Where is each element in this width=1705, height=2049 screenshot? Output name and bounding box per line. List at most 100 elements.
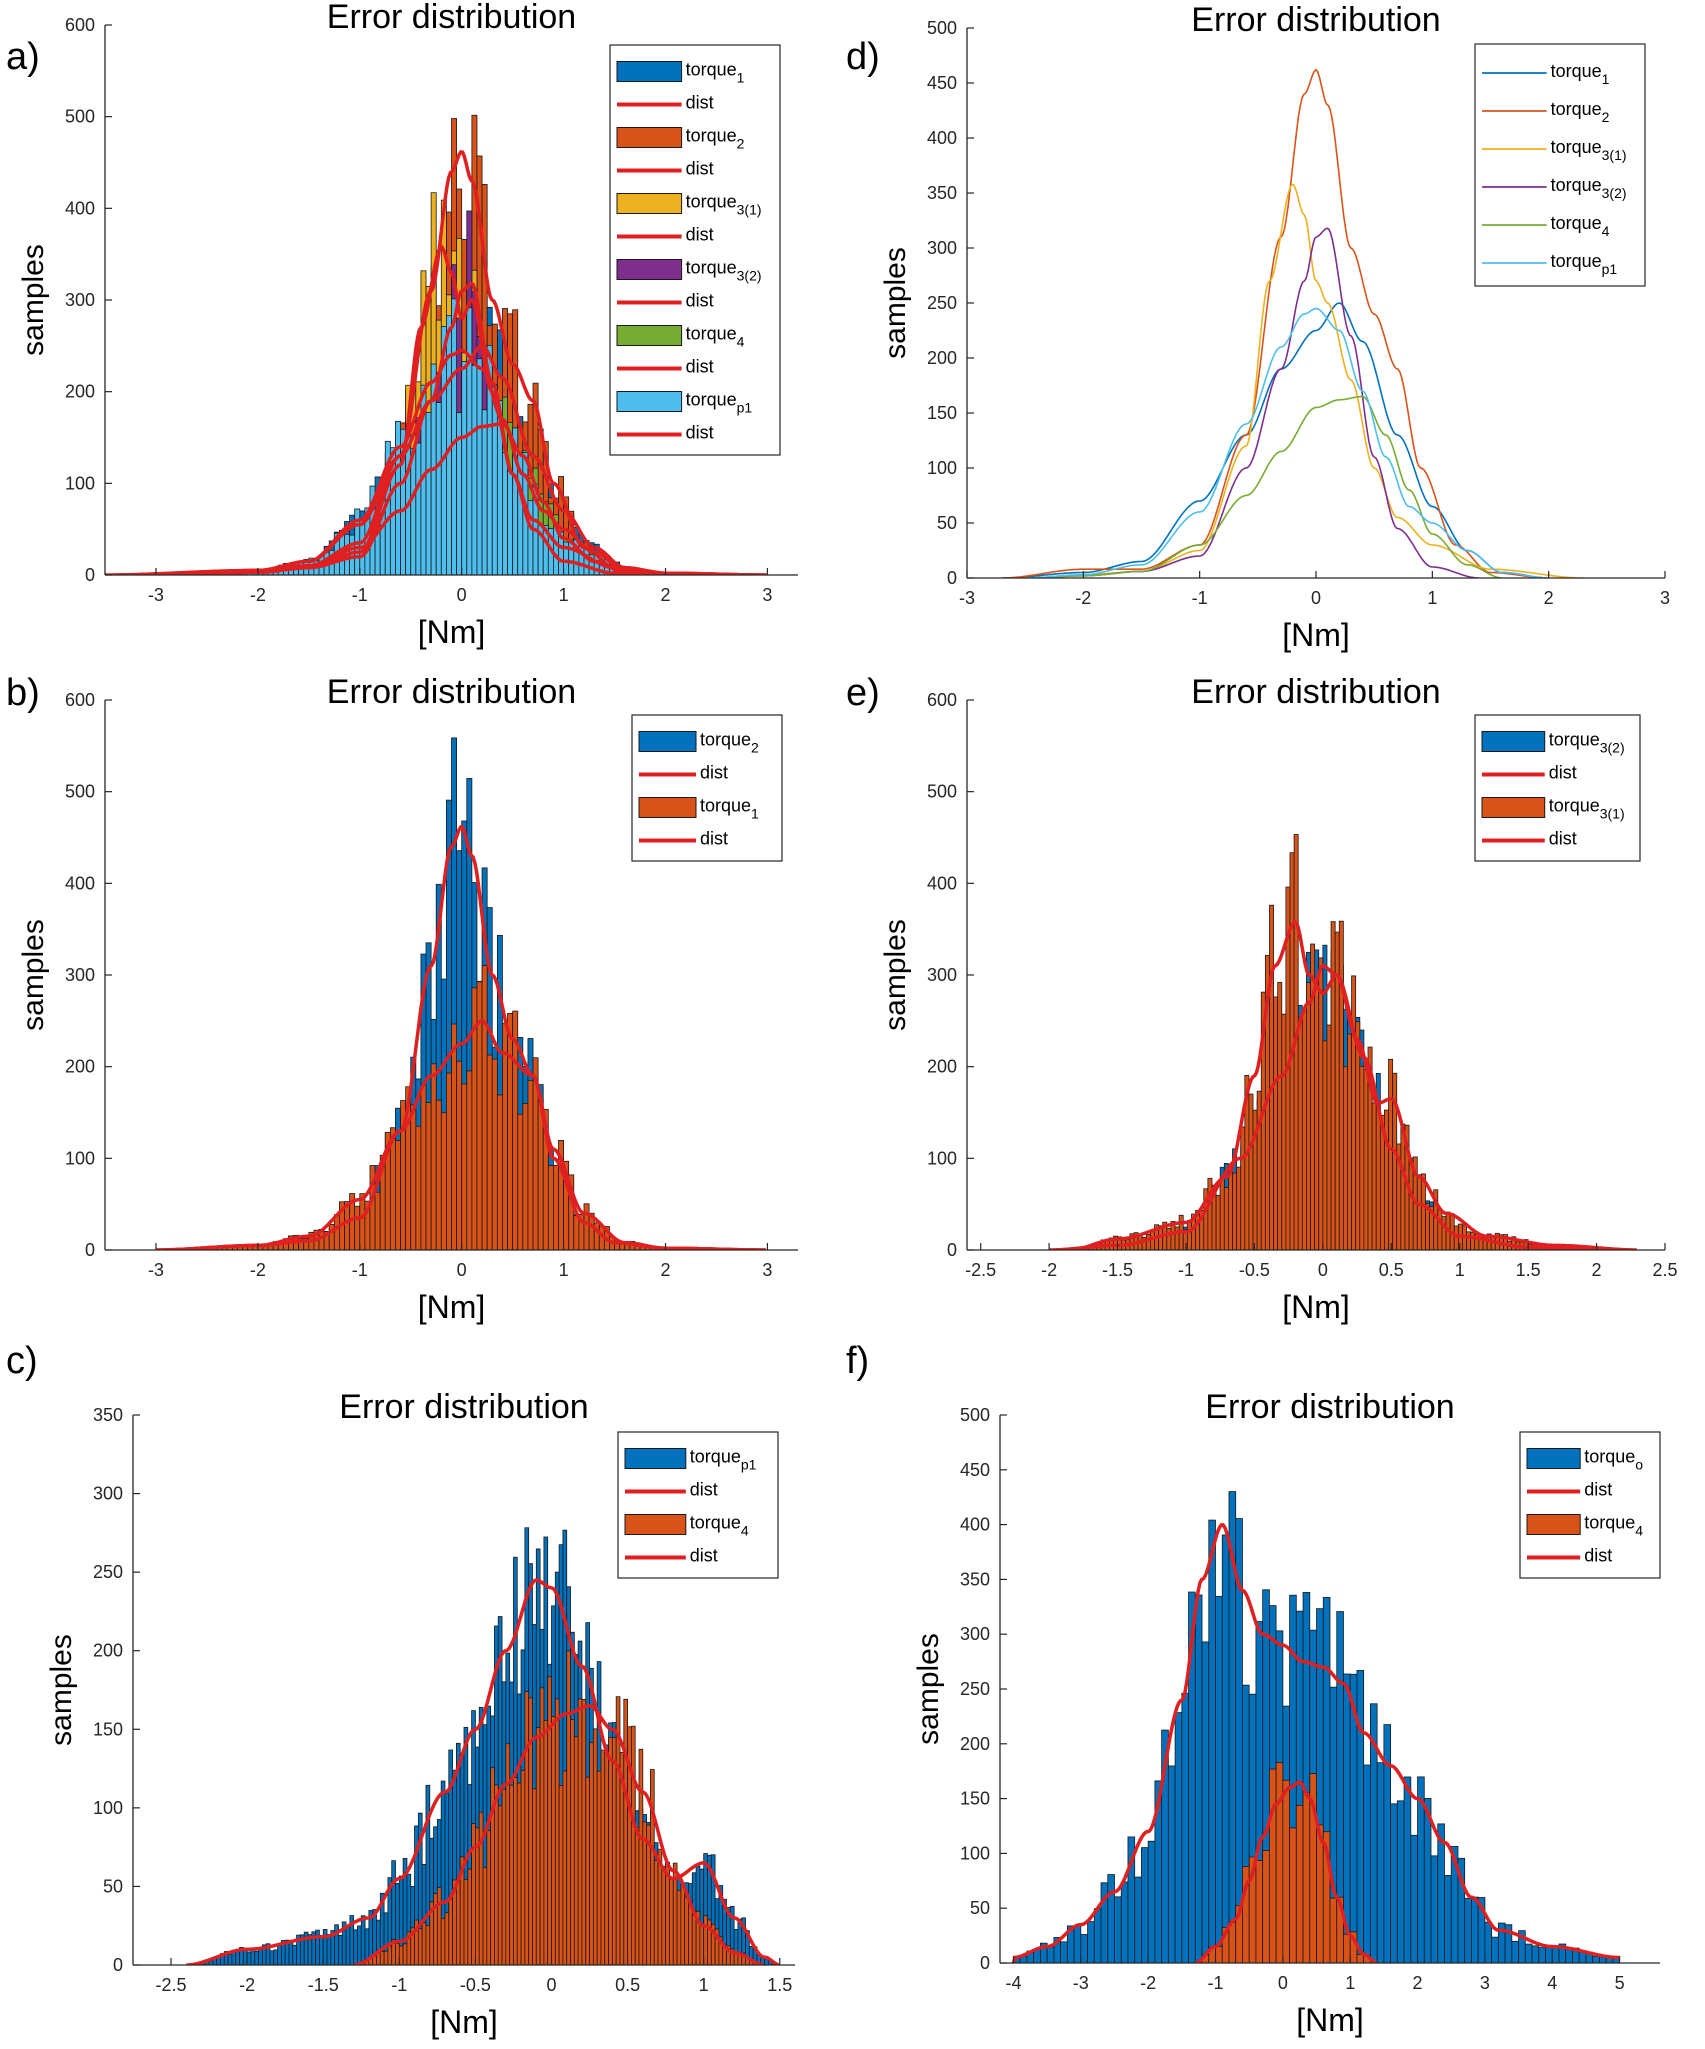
histogram-bar <box>517 1113 524 1250</box>
series-bars-torque1 <box>175 965 733 1250</box>
histogram-bar <box>1297 1017 1303 1250</box>
histogram-bar <box>1181 1692 1189 1963</box>
y-tick-label: 350 <box>927 183 957 203</box>
x-tick-label: 3 <box>1480 1973 1490 1993</box>
y-tick-label: 100 <box>65 1148 95 1168</box>
y-tick-label: 600 <box>65 690 95 710</box>
histogram-bar <box>592 1728 598 1965</box>
histogram-bar <box>1338 920 1344 1250</box>
histogram-bar <box>451 298 457 575</box>
histogram-bar <box>1114 1896 1122 1963</box>
y-tick-label: 200 <box>927 1057 957 1077</box>
histogram-bar <box>501 1788 507 1965</box>
histogram-bar <box>608 1736 613 1965</box>
histogram-bar <box>1592 1955 1600 1963</box>
line-torquep1 <box>1025 307 1549 578</box>
histogram-bar <box>1273 996 1279 1250</box>
histogram-bar <box>292 1944 297 1965</box>
y-tick-label: 150 <box>927 403 957 423</box>
x-axis-label: [Nm] <box>430 2004 498 2040</box>
histogram-bar <box>1363 1764 1371 1963</box>
histogram-bar <box>435 1099 442 1250</box>
histogram-bar <box>1186 1220 1192 1250</box>
histogram-bar <box>277 1943 282 1965</box>
histogram-bar <box>410 448 417 575</box>
histogram-bar <box>1347 1033 1352 1250</box>
legend-swatch <box>616 127 683 148</box>
y-tick-label: 200 <box>960 1734 990 1754</box>
histogram-bar <box>577 1698 583 1965</box>
histogram-bar <box>570 1719 575 1965</box>
histogram-bar <box>1167 1765 1176 1963</box>
y-tick-label: 300 <box>927 965 957 985</box>
y-tick-label: 250 <box>93 1562 123 1582</box>
x-tick-label: 1 <box>559 585 569 605</box>
histogram-bar <box>1351 975 1357 1250</box>
histogram-bar <box>1359 1065 1365 1250</box>
legend-label: dist <box>1549 829 1577 849</box>
dist-curve-torque4 <box>353 1703 765 1965</box>
histogram-bar <box>436 1887 442 1965</box>
x-tick-label: 0 <box>546 1975 556 1995</box>
histogram-bar <box>466 1070 473 1250</box>
histogram-bar <box>1484 1921 1493 1963</box>
histogram-bar <box>611 1737 617 1965</box>
y-tick-label: 300 <box>65 290 95 310</box>
histogram-bar <box>288 1940 294 1965</box>
y-tick-label: 50 <box>103 1876 123 1896</box>
histogram-bar <box>1316 1824 1324 1963</box>
histogram-bar <box>1396 1800 1405 1963</box>
histogram-bar <box>1073 1925 1082 1963</box>
histogram-bar <box>573 1736 579 1965</box>
panel-label-d: d) <box>846 36 880 78</box>
y-tick-label: 150 <box>960 1789 990 1809</box>
histogram-bar <box>1318 957 1324 1250</box>
x-tick-label: 1.5 <box>1516 1260 1541 1280</box>
histogram-bar <box>642 1821 648 1965</box>
histogram-bar <box>1423 1797 1432 1963</box>
x-tick-label: 2 <box>661 585 671 605</box>
y-tick-label: 100 <box>927 1148 957 1168</box>
x-tick-label: 5 <box>1615 1973 1625 1993</box>
y-tick-label: 100 <box>960 1843 990 1863</box>
histogram-bar <box>589 1742 594 1965</box>
histogram-bar <box>402 1943 408 1965</box>
histogram-bar <box>1342 1066 1348 1250</box>
y-tick-label: 350 <box>960 1569 990 1589</box>
histogram-bar <box>1269 904 1274 1250</box>
y-tick-label: 450 <box>960 1460 990 1480</box>
histogram-bar <box>1221 1534 1230 1963</box>
histogram-bar <box>558 1785 564 1965</box>
histogram-bar <box>507 1012 514 1250</box>
x-tick-label: 0 <box>1311 588 1321 608</box>
legend-label: dist <box>686 225 714 245</box>
x-axis-label: [Nm] <box>1282 617 1350 653</box>
histogram-bar <box>486 1054 493 1250</box>
series-bars-torque3(1) <box>1076 834 1623 1250</box>
histogram-bar <box>1314 988 1320 1250</box>
histogram-bar <box>1420 1173 1426 1250</box>
y-axis-label: samples <box>17 244 50 356</box>
legend-swatch <box>1526 1448 1581 1469</box>
chart-b: -3 -2 -1 0 1 2 3 0 100 200 300 400 500 600 Error distr… <box>17 673 798 1325</box>
histogram-bar <box>554 1698 560 1965</box>
panel-label-e: e) <box>846 672 880 714</box>
histogram-bar <box>254 1950 259 1965</box>
histogram-bar <box>494 1784 499 1965</box>
legend-swatch <box>1481 797 1546 818</box>
y-tick-label: 300 <box>93 1484 123 1504</box>
x-tick-label: 2.5 <box>1652 1260 1677 1280</box>
histogram-bar <box>1538 1947 1546 1963</box>
x-tick-label: 2 <box>1413 1973 1423 1993</box>
histogram-bar <box>345 1927 351 1965</box>
histogram-bar <box>466 307 473 575</box>
histogram-bar <box>1444 1874 1452 1963</box>
histogram-bar <box>1355 1021 1361 1250</box>
histogram-bar <box>524 1691 530 1965</box>
histogram-bar <box>491 1058 498 1250</box>
chart-a: -3 -2 -1 0 1 2 3 0 100 200 300 400 500 600 Error distr… <box>17 0 798 650</box>
legend-label: dist <box>700 829 728 849</box>
histogram-bar <box>353 1929 358 1965</box>
histogram-bar <box>1400 1123 1406 1250</box>
